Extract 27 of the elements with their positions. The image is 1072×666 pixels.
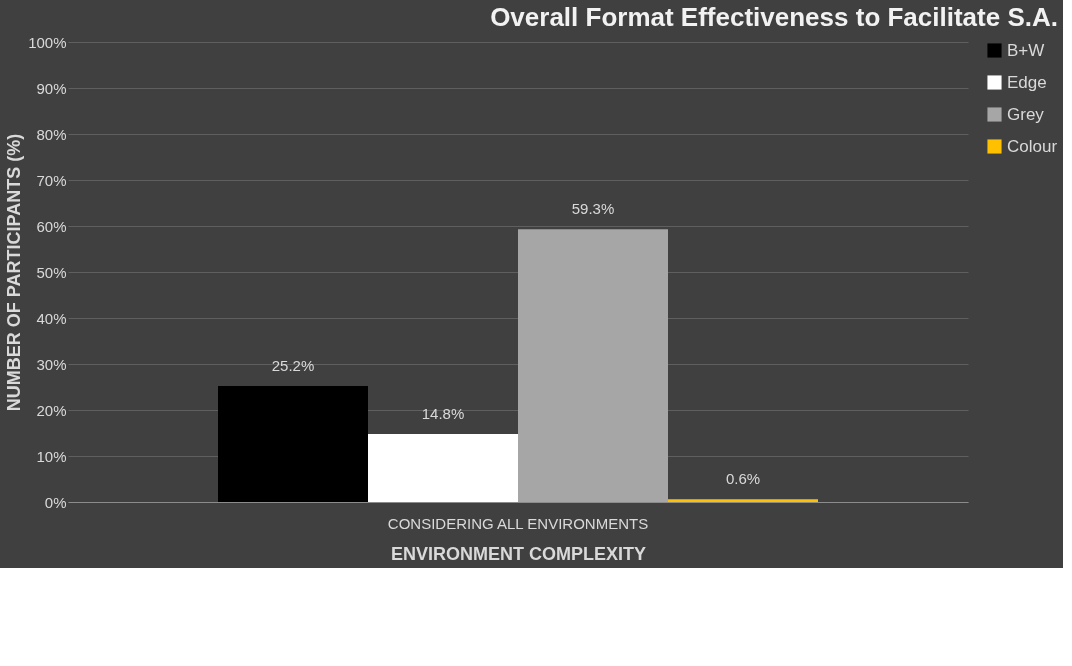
data-label: 59.3% (571, 200, 615, 218)
data-label: 25.2% (271, 357, 315, 375)
bar (668, 499, 818, 502)
x-axis-title: ENVIRONMENT COMPLEXITY (390, 543, 647, 564)
y-tick-label: 40% (36, 309, 67, 327)
data-label: 0.6% (725, 470, 761, 488)
chart-title: Overall Format Effectiveness to Facilitate S.A. (490, 2, 1058, 32)
legend-label: Edge (1007, 72, 1047, 92)
bar (518, 229, 668, 502)
legend-label: Grey (1007, 104, 1045, 124)
y-tick-label: 50% (36, 263, 67, 281)
bar (368, 433, 518, 502)
legend-label: B+W (1007, 40, 1045, 60)
legend-label: Colour (1007, 136, 1058, 156)
y-tick-label: 70% (36, 171, 67, 189)
y-tick-label: 0% (44, 493, 67, 511)
y-tick-label: 60% (36, 217, 67, 235)
y-tick-label: 80% (36, 125, 67, 143)
bar (218, 386, 368, 502)
y-axis-title: NUMBER OF PARTICIPANTS (%) (4, 133, 25, 412)
x-tick-label: CONSIDERING ALL ENVIRONMENTS (387, 514, 649, 532)
y-tick-label: 30% (36, 355, 67, 373)
y-tick-label: 90% (36, 79, 67, 97)
y-tick-label: 100% (28, 33, 67, 51)
y-tick-label: 20% (36, 401, 67, 419)
data-label: 14.8% (421, 404, 465, 422)
y-tick-label: 10% (36, 447, 67, 465)
